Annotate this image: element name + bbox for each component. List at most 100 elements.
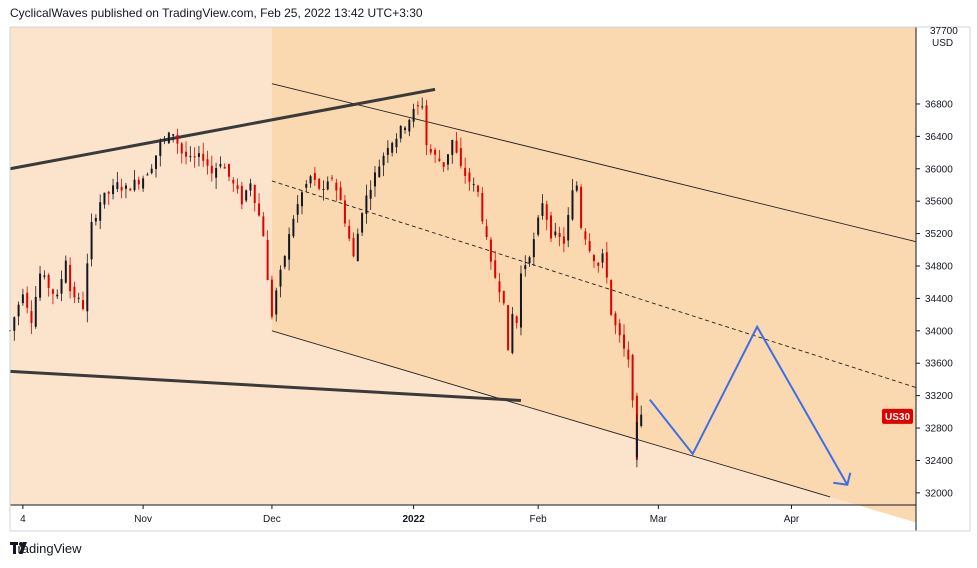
candle-body [64, 260, 67, 283]
candle-body [356, 233, 359, 262]
candle-body [296, 204, 299, 215]
candle-body [382, 155, 385, 166]
candle-body [215, 168, 218, 178]
candle-body [339, 187, 342, 201]
candle-body [249, 183, 252, 191]
candle-body [103, 192, 106, 205]
candle-body [481, 192, 484, 222]
candle-body [524, 265, 527, 270]
candle-body [240, 185, 243, 205]
candle-body [30, 310, 33, 324]
candle-body [416, 105, 419, 107]
candle-body [159, 142, 162, 156]
candle-body [361, 213, 364, 233]
candle-body [627, 349, 630, 360]
candle-body [640, 414, 643, 427]
y-tick-label: 34400 [925, 294, 953, 305]
y-tick-label: 36800 [925, 99, 953, 110]
currency-label: USD [932, 38, 953, 49]
candle-body [502, 290, 505, 304]
y-tick-label: 36400 [925, 132, 953, 143]
y-tick-label: 33200 [925, 391, 953, 402]
y-tick-label: 32800 [925, 424, 953, 435]
candle-body [438, 158, 441, 162]
tradingview-brand[interactable]: TradingView [10, 541, 82, 556]
candle-body [21, 294, 24, 304]
candle-body [279, 269, 282, 287]
candle-body [146, 174, 149, 176]
candle-body [107, 191, 110, 194]
symbol-badge[interactable] [882, 408, 913, 424]
channel-lower-line[interactable] [271, 330, 831, 498]
candle-body [266, 239, 269, 280]
candle-body [515, 316, 518, 323]
candle-body [309, 176, 312, 184]
candle-body [253, 185, 256, 204]
candle-body [172, 134, 175, 136]
candle-body [189, 156, 192, 158]
candle-body [43, 275, 46, 277]
candle-body [459, 148, 462, 166]
candle-body [51, 289, 54, 294]
lower-wedge-line[interactable] [9, 369, 522, 402]
candle-body [451, 139, 454, 155]
candle-body [442, 162, 445, 167]
candle-body [588, 241, 591, 251]
channel-mid-line[interactable] [271, 180, 917, 388]
x-tick-label: Apr [784, 514, 800, 525]
candle-body [197, 153, 200, 157]
candle-body [245, 190, 248, 201]
x-tick-label: 4 [20, 514, 26, 525]
candle-body [631, 354, 634, 401]
candle-body [318, 178, 321, 189]
candle-body [468, 172, 471, 182]
y-tick-label: 32400 [925, 456, 953, 467]
candle-body [270, 279, 273, 317]
candle-body [511, 313, 514, 353]
candle-body [369, 189, 372, 199]
candle-body [202, 153, 205, 161]
candle-body [283, 256, 286, 267]
candle-body [550, 215, 553, 239]
candle-body [399, 125, 402, 139]
candle-body [258, 203, 261, 216]
candle-body [545, 204, 548, 220]
candle-body [623, 334, 626, 349]
y-tick-label: 34800 [925, 262, 953, 273]
candle-body [489, 239, 492, 262]
candle-body [154, 155, 157, 169]
candle-body [47, 274, 50, 288]
candle-body [331, 177, 334, 179]
candle-body [17, 304, 20, 317]
candle-body [56, 294, 59, 297]
candle-body [343, 200, 346, 224]
candle-body [137, 179, 140, 185]
candle-body [618, 323, 621, 336]
channel-upper-line[interactable] [271, 83, 917, 243]
y-tick-label: 35600 [925, 197, 953, 208]
symbol-badge-label: US30 [885, 412, 910, 423]
candle-body [425, 105, 428, 146]
candle-body [326, 181, 329, 190]
candle-body [322, 188, 325, 190]
candle-body [133, 179, 136, 191]
candle-body [477, 185, 480, 192]
candle-body [163, 139, 166, 141]
candle-body [275, 290, 278, 315]
candle-body [575, 185, 578, 191]
candle-body [288, 234, 291, 260]
candle-body [176, 134, 179, 144]
x-tick-label: Feb [530, 514, 548, 525]
projection-path[interactable] [648, 324, 849, 486]
candle-body [485, 226, 488, 238]
candle-body [348, 225, 351, 239]
candle-body [90, 221, 93, 260]
candle-body [519, 273, 522, 328]
candle-body [206, 159, 209, 166]
candle-body [116, 182, 119, 190]
candle-body [455, 140, 458, 153]
upper-wedge-line[interactable] [9, 87, 436, 171]
candle-body [150, 168, 153, 174]
